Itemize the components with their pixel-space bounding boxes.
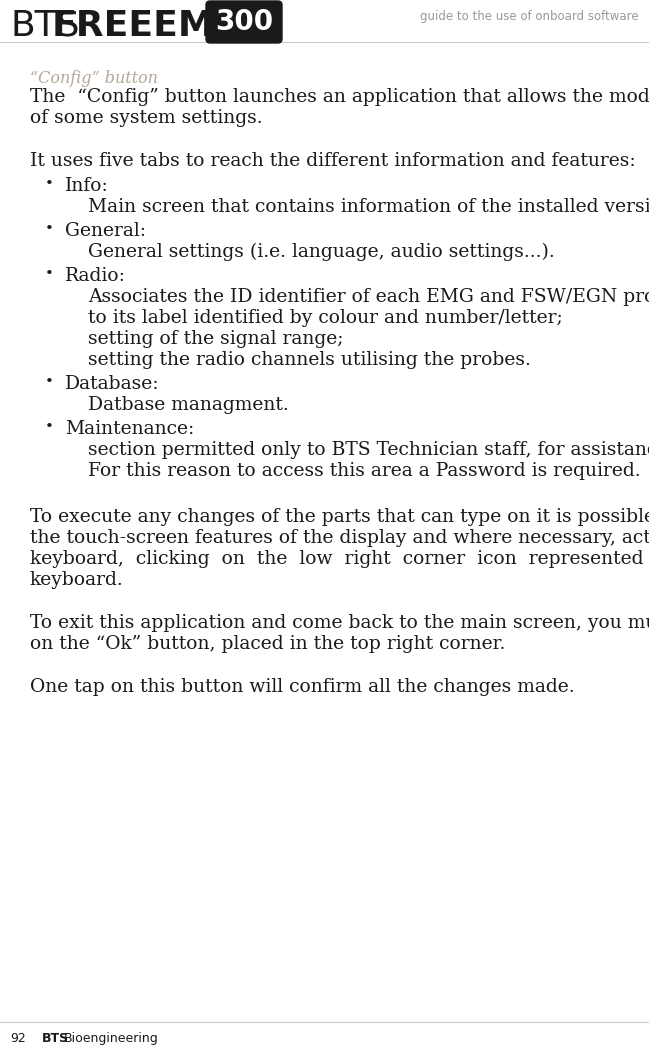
Text: Database:: Database: xyxy=(65,375,160,393)
Text: For this reason to access this area a Password is required.: For this reason to access this area a Pa… xyxy=(88,462,641,480)
Text: •: • xyxy=(45,420,54,434)
Text: The  “Config” button launches an application that allows the modification: The “Config” button launches an applicat… xyxy=(30,88,649,106)
Text: the touch-screen features of the display and where necessary, activate the: the touch-screen features of the display… xyxy=(30,529,649,547)
Text: Datbase managment.: Datbase managment. xyxy=(88,396,289,414)
Text: FREEEMG: FREEEMG xyxy=(52,8,245,42)
Text: •: • xyxy=(45,222,54,236)
Text: It uses five tabs to reach the different information and features:: It uses five tabs to reach the different… xyxy=(30,152,635,170)
Text: Bioengineering: Bioengineering xyxy=(64,1032,159,1045)
Text: Maintenance:: Maintenance: xyxy=(65,420,194,438)
Text: BTS: BTS xyxy=(42,1032,69,1045)
Text: 92: 92 xyxy=(10,1032,26,1045)
Text: Main screen that contains information of the installed versions.: Main screen that contains information of… xyxy=(88,198,649,216)
Text: Associates the ID identifier of each EMG and FSW/EGN probe: Associates the ID identifier of each EMG… xyxy=(88,288,649,306)
Text: •: • xyxy=(45,375,54,389)
Text: BTS: BTS xyxy=(10,8,79,42)
Text: section permitted only to BTS Technician staff, for assistance.: section permitted only to BTS Technician… xyxy=(88,441,649,459)
Text: •: • xyxy=(45,177,54,191)
Text: •: • xyxy=(45,267,54,281)
Text: One tap on this button will confirm all the changes made.: One tap on this button will confirm all … xyxy=(30,678,574,696)
Text: 300: 300 xyxy=(215,8,273,36)
Text: General:: General: xyxy=(65,222,146,240)
Text: To exit this application and come back to the main screen, you must tap: To exit this application and come back t… xyxy=(30,614,649,632)
Text: General settings (i.e. language, audio settings...).: General settings (i.e. language, audio s… xyxy=(88,243,555,261)
Text: To execute any changes of the parts that can type on it is possible to use: To execute any changes of the parts that… xyxy=(30,508,649,526)
Text: Info:: Info: xyxy=(65,177,109,195)
Text: to its label identified by colour and number/letter;: to its label identified by colour and nu… xyxy=(88,309,563,327)
Text: of some system settings.: of some system settings. xyxy=(30,109,263,127)
Text: setting of the signal range;: setting of the signal range; xyxy=(88,330,343,348)
Text: Radio:: Radio: xyxy=(65,267,126,285)
Text: setting the radio channels utilising the probes.: setting the radio channels utilising the… xyxy=(88,351,531,369)
Text: keyboard,  clicking  on  the  low  right  corner  icon  represented  by  a  litt: keyboard, clicking on the low right corn… xyxy=(30,550,649,568)
Text: “Config” button: “Config” button xyxy=(30,70,158,87)
Text: on the “Ok” button, placed in the top right corner.: on the “Ok” button, placed in the top ri… xyxy=(30,635,506,653)
Text: guide to the use of onboard software: guide to the use of onboard software xyxy=(421,10,639,23)
FancyBboxPatch shape xyxy=(206,1,282,43)
Text: keyboard.: keyboard. xyxy=(30,571,124,589)
